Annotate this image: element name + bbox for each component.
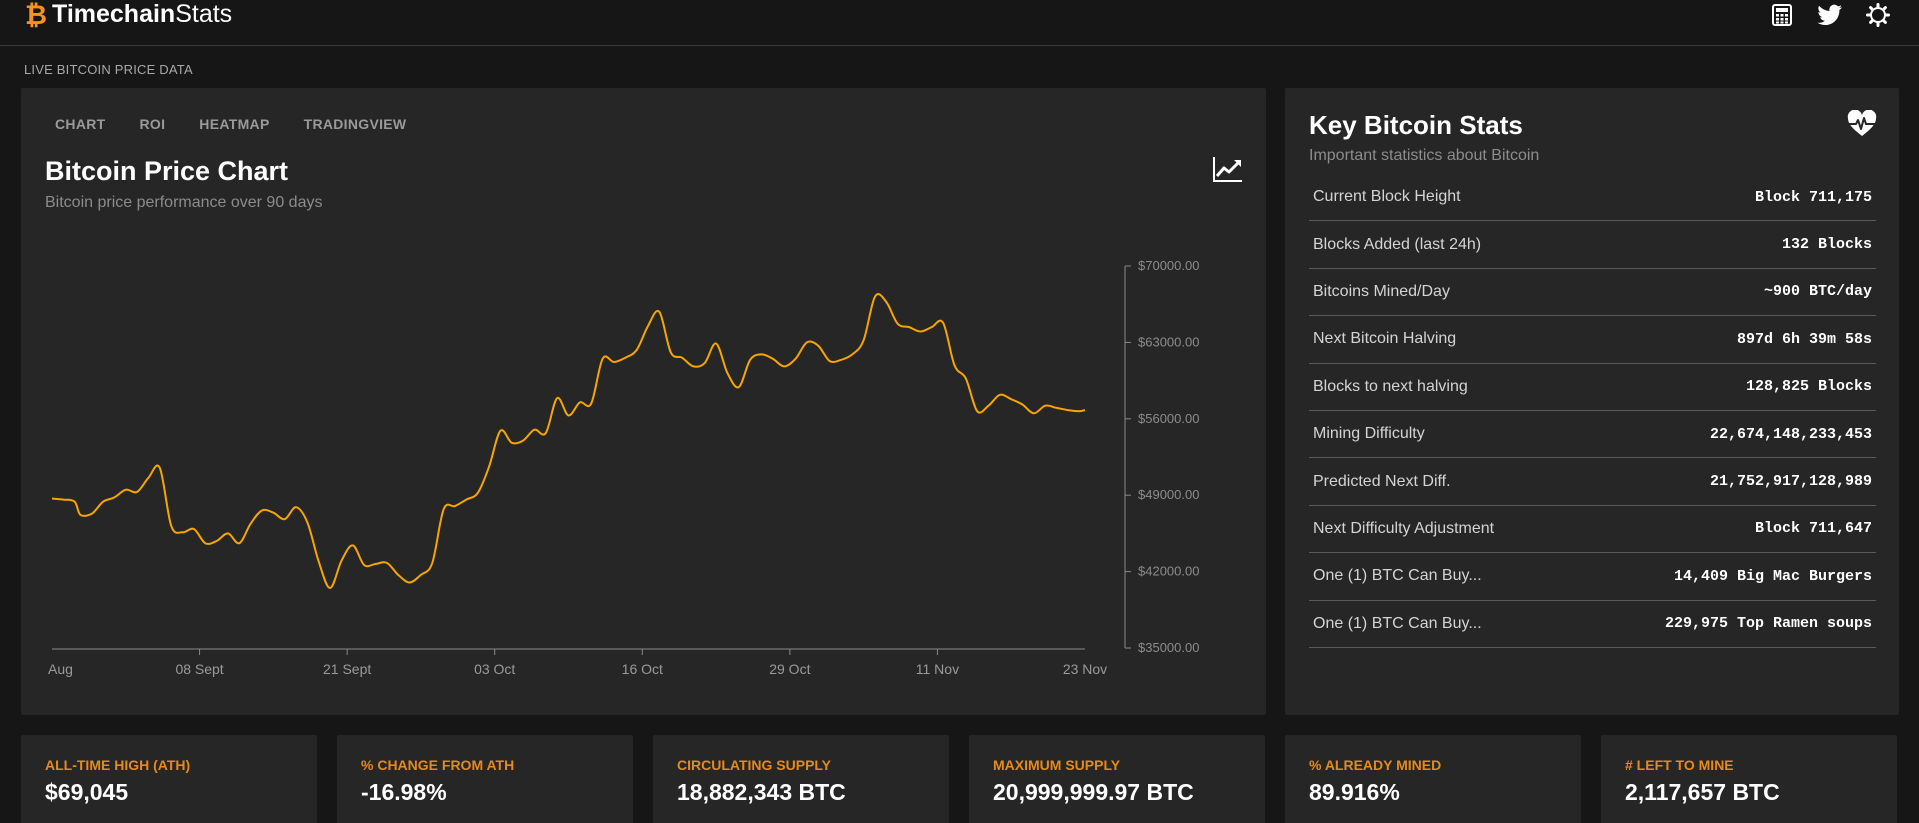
stat-row-blocks-added: Blocks Added (last 24h) 132 Blocks (1309, 221, 1876, 269)
summary-label: % CHANGE FROM ATH (361, 757, 515, 773)
stat-row-blocks-to-halving: Blocks to next halving 128,825 Blocks (1309, 364, 1876, 411)
summary-label: ALL-TIME HIGH (ATH) (45, 757, 191, 773)
summary-value: $69,045 (45, 779, 129, 805)
x-axis-tick-label: 08 Sept (175, 661, 223, 677)
stat-row-block-height: Current Block Height Block 711,175 (1309, 174, 1876, 222)
summary-label: % ALREADY MINED (1309, 757, 1442, 773)
stat-label: One (1) BTC Can Buy... (1313, 614, 1482, 632)
stat-row-big-mac: One (1) BTC Can Buy... 14,409 Big Mac Bu… (1309, 553, 1876, 601)
stat-value: 897d 6h 39m 58s (1736, 330, 1872, 348)
section-label: LIVE BITCOIN PRICE DATA (24, 62, 193, 77)
y-axis-tick-label: $35000.00 (1138, 640, 1199, 655)
stat-label: Current Block Height (1313, 188, 1461, 206)
stat-label: Blocks to next halving (1313, 377, 1468, 395)
settings-gear-icon[interactable] (1865, 2, 1891, 28)
stat-value: 21,752,917,128,989 (1709, 473, 1872, 491)
y-axis-tick-label: $42000.00 (1138, 564, 1199, 579)
x-axis-tick-label: 21 Sept (323, 661, 371, 677)
summary-card-circulating-supply: CIRCULATING SUPPLY 18,882,343 BTC (653, 735, 949, 823)
stat-label: Next Bitcoin Halving (1313, 330, 1457, 348)
summary-card-left-to-mine: # LEFT TO MINE 2,117,657 BTC (1601, 735, 1897, 823)
stat-label: Mining Difficulty (1313, 425, 1425, 443)
heart-pulse-icon (1847, 109, 1877, 138)
stat-row-predicted-difficulty: Predicted Next Diff. 21,752,917,128,989 (1309, 458, 1876, 506)
stats-title: Key Bitcoin Stats (1309, 110, 1523, 140)
y-axis-tick-label: $70000.00 (1138, 258, 1199, 273)
chart-title: Bitcoin Price Chart (45, 156, 289, 186)
summary-value: 89.916% (1309, 779, 1400, 805)
key-stats-card: Key Bitcoin Stats Important statistics a… (1285, 88, 1899, 715)
brand-logo-link[interactable]: ₿ TimechainStats (24, 0, 232, 28)
summary-value: 2,117,657 BTC (1625, 779, 1780, 805)
svg-text:₿: ₿ (25, 0, 46, 28)
summary-card-already-mined: % ALREADY MINED 89.916% (1285, 735, 1581, 823)
twitter-icon[interactable] (1817, 2, 1843, 28)
tab-heatmap[interactable]: HEATMAP (199, 116, 270, 132)
summary-value: -16.98% (361, 779, 447, 805)
stat-label: Blocks Added (last 24h) (1313, 235, 1482, 253)
tab-chart[interactable]: CHART (55, 116, 106, 132)
x-axis-tick-label: 23 Nov (1063, 661, 1107, 677)
summary-label: MAXIMUM SUPPLY (993, 757, 1121, 773)
stat-value: Block 711,175 (1754, 188, 1872, 206)
top-navbar: ₿ TimechainStats (0, 0, 1919, 46)
summary-value: 20,999,999.97 BTC (993, 779, 1194, 805)
stat-label: Predicted Next Diff. (1313, 472, 1451, 490)
stat-row-next-halving: Next Bitcoin Halving 897d 6h 39m 58s (1309, 316, 1876, 364)
stat-value: 132 Blocks (1781, 236, 1872, 254)
stat-label: Bitcoins Mined/Day (1313, 282, 1450, 300)
x-axis-tick-label: 29 Oct (769, 661, 810, 677)
stat-label: One (1) BTC Can Buy... (1313, 567, 1482, 585)
summary-label: CIRCULATING SUPPLY (677, 757, 832, 773)
chart-tabs: CHART ROI HEATMAP TRADINGVIEW (55, 116, 406, 132)
y-axis-tick-label: $63000.00 (1138, 334, 1199, 349)
stat-row-difficulty-adjustment: Next Difficulty Adjustment Block 711,647 (1309, 506, 1876, 554)
x-axis-tick-label: Aug (48, 661, 73, 677)
stats-subtitle: Important statistics about Bitcoin (1309, 147, 1540, 164)
tab-roi[interactable]: ROI (139, 116, 166, 132)
stat-value: 128,825 Blocks (1745, 378, 1872, 396)
stat-value: 229,975 Top Ramen soups (1664, 615, 1872, 633)
stats-table: Current Block Height Block 711,175 Block… (1309, 174, 1876, 648)
stat-value: 22,674,148,233,453 (1709, 425, 1872, 443)
summary-card-change-from-ath: % CHANGE FROM ATH -16.98% (337, 735, 633, 823)
x-axis-tick-label: 03 Oct (474, 661, 515, 677)
x-axis-tick-label: 16 Oct (622, 661, 663, 677)
summary-value: 18,882,343 BTC (677, 779, 846, 805)
bitcoin-logo-icon: ₿ (24, 0, 46, 28)
stat-value: Block 711,647 (1754, 520, 1872, 538)
chart-subtitle: Bitcoin price performance over 90 days (45, 194, 323, 211)
stat-value: 14,409 Big Mac Burgers (1673, 567, 1872, 585)
tab-tradingview[interactable]: TRADINGVIEW (303, 116, 407, 132)
stat-row-ramen: One (1) BTC Can Buy... 229,975 Top Ramen… (1309, 601, 1876, 648)
line-chart-icon[interactable] (1212, 155, 1244, 183)
y-axis-tick-label: $49000.00 (1138, 487, 1199, 502)
summary-card-maximum-supply: MAXIMUM SUPPLY 20,999,999.97 BTC (969, 735, 1265, 823)
stat-value: ~900 BTC/day (1763, 283, 1872, 301)
stat-label: Next Difficulty Adjustment (1313, 519, 1495, 537)
stat-row-mined-per-day: Bitcoins Mined/Day ~900 BTC/day (1309, 269, 1876, 317)
y-axis-tick-label: $56000.00 (1138, 411, 1199, 426)
summary-card-ath: ALL-TIME HIGH (ATH) $69,045 (21, 735, 317, 823)
price-series-line[interactable] (51, 293, 1086, 589)
price-chart-card: CHART ROI HEATMAP TRADINGVIEW Bitcoin Pr… (21, 88, 1266, 715)
price-line-chart[interactable]: $70000.00 $63000.00 $56000.00 $49000.00 $420… (21, 88, 1266, 715)
brand-name: TimechainStats (52, 0, 233, 28)
calculator-icon[interactable] (1769, 2, 1795, 28)
summary-label: # LEFT TO MINE (1625, 757, 1734, 773)
stat-row-mining-difficulty: Mining Difficulty 22,674,148,233,453 (1309, 411, 1876, 459)
x-axis-tick-label: 11 Nov (916, 661, 959, 677)
